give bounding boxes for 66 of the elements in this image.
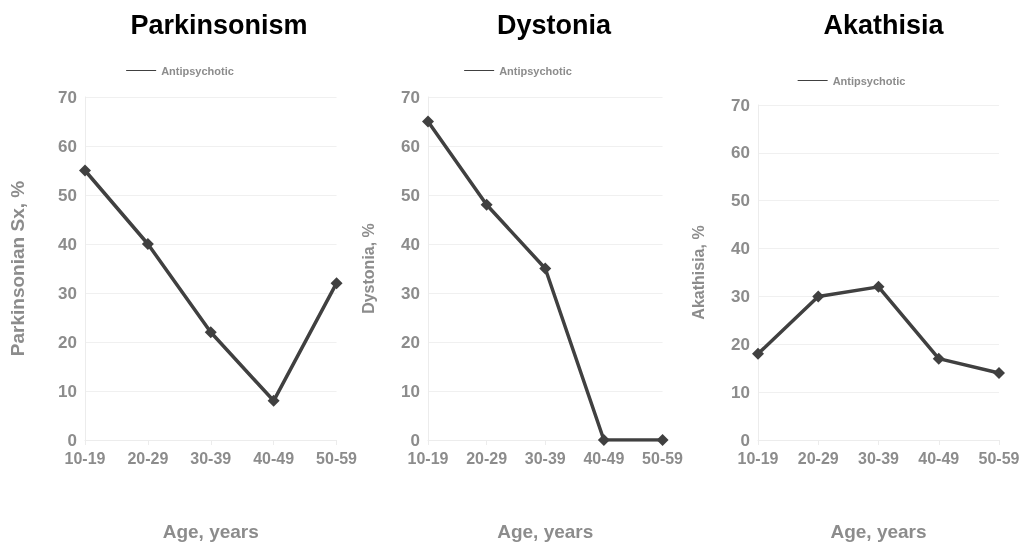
y-tick-label: 10 [731,382,750,402]
x-tick-label: 10-19 [407,449,449,467]
y-tick-label: 0 [410,430,420,450]
x-tick-label: 20-29 [797,449,839,467]
x-tick-label: 30-39 [524,449,566,467]
x-axis-title: Age, years [162,521,259,542]
x-tick-label: 10-19 [64,449,106,467]
y-tick-label: 20 [731,334,750,354]
y-tick-label: 70 [58,87,77,107]
legend-label: Antipsychotic [161,64,234,77]
x-tick-label: 10-19 [737,449,779,467]
y-tick-label: 20 [401,332,420,352]
point [480,198,493,211]
point [79,164,91,177]
y-tick-label: 50 [58,185,77,205]
point [993,367,1005,379]
point [330,277,343,290]
y-tick-label: 70 [401,87,420,107]
y-tick-label: 50 [731,191,750,211]
y-tick-label: 50 [401,185,420,205]
point [812,290,825,303]
x-tick-label: 30-39 [190,449,232,467]
point [932,352,945,365]
y-tick-label: 0 [67,430,77,450]
point [204,326,217,339]
x-tick-label: 20-29 [466,449,508,467]
y-axis-title: Parkinsonian Sx, % [7,180,28,357]
chart-title: Dystonia [496,9,612,40]
x-axis-title: Age, years [830,521,927,542]
point [422,115,434,128]
y-tick-label: 40 [731,239,750,259]
y-axis-title: Akathisia, % [689,225,707,320]
y-tick-label: 30 [731,286,750,306]
legend-label: Antipsychotic [499,64,572,77]
point [267,394,280,407]
x-tick-label: 50-59 [642,449,684,467]
y-tick-label: 20 [58,332,77,352]
y-tick-label: 30 [58,283,77,303]
legend-label: Antipsychotic [832,74,906,87]
x-axis-title: Age, years [497,521,594,542]
y-tick-label: 40 [401,234,420,254]
point [656,434,669,446]
y-tick-label: 40 [58,234,77,254]
x-tick-label: 40-49 [583,449,625,467]
point [752,347,764,360]
x-tick-label: 30-39 [858,449,900,467]
y-tick-label: 70 [731,95,750,115]
y-tick-label: 10 [401,381,420,401]
point [872,280,885,293]
chart-title: Akathisia [823,9,945,40]
x-tick-label: 40-49 [253,449,295,467]
x-tick-label: 20-29 [127,449,169,467]
y-axis-title: Dystonia, % [359,223,377,314]
chart-title: Parkinsonism [130,9,308,40]
y-tick-label: 60 [58,136,77,156]
y-tick-label: 60 [401,136,420,156]
y-tick-label: 60 [731,143,750,163]
x-tick-label: 50-59 [978,449,1020,467]
x-tick-label: 50-59 [316,449,358,467]
y-tick-label: 10 [58,381,77,401]
point [539,262,552,275]
point [597,434,610,446]
point [141,238,154,250]
y-tick-label: 30 [401,283,420,303]
x-tick-label: 40-49 [918,449,960,467]
y-tick-label: 0 [740,430,750,450]
